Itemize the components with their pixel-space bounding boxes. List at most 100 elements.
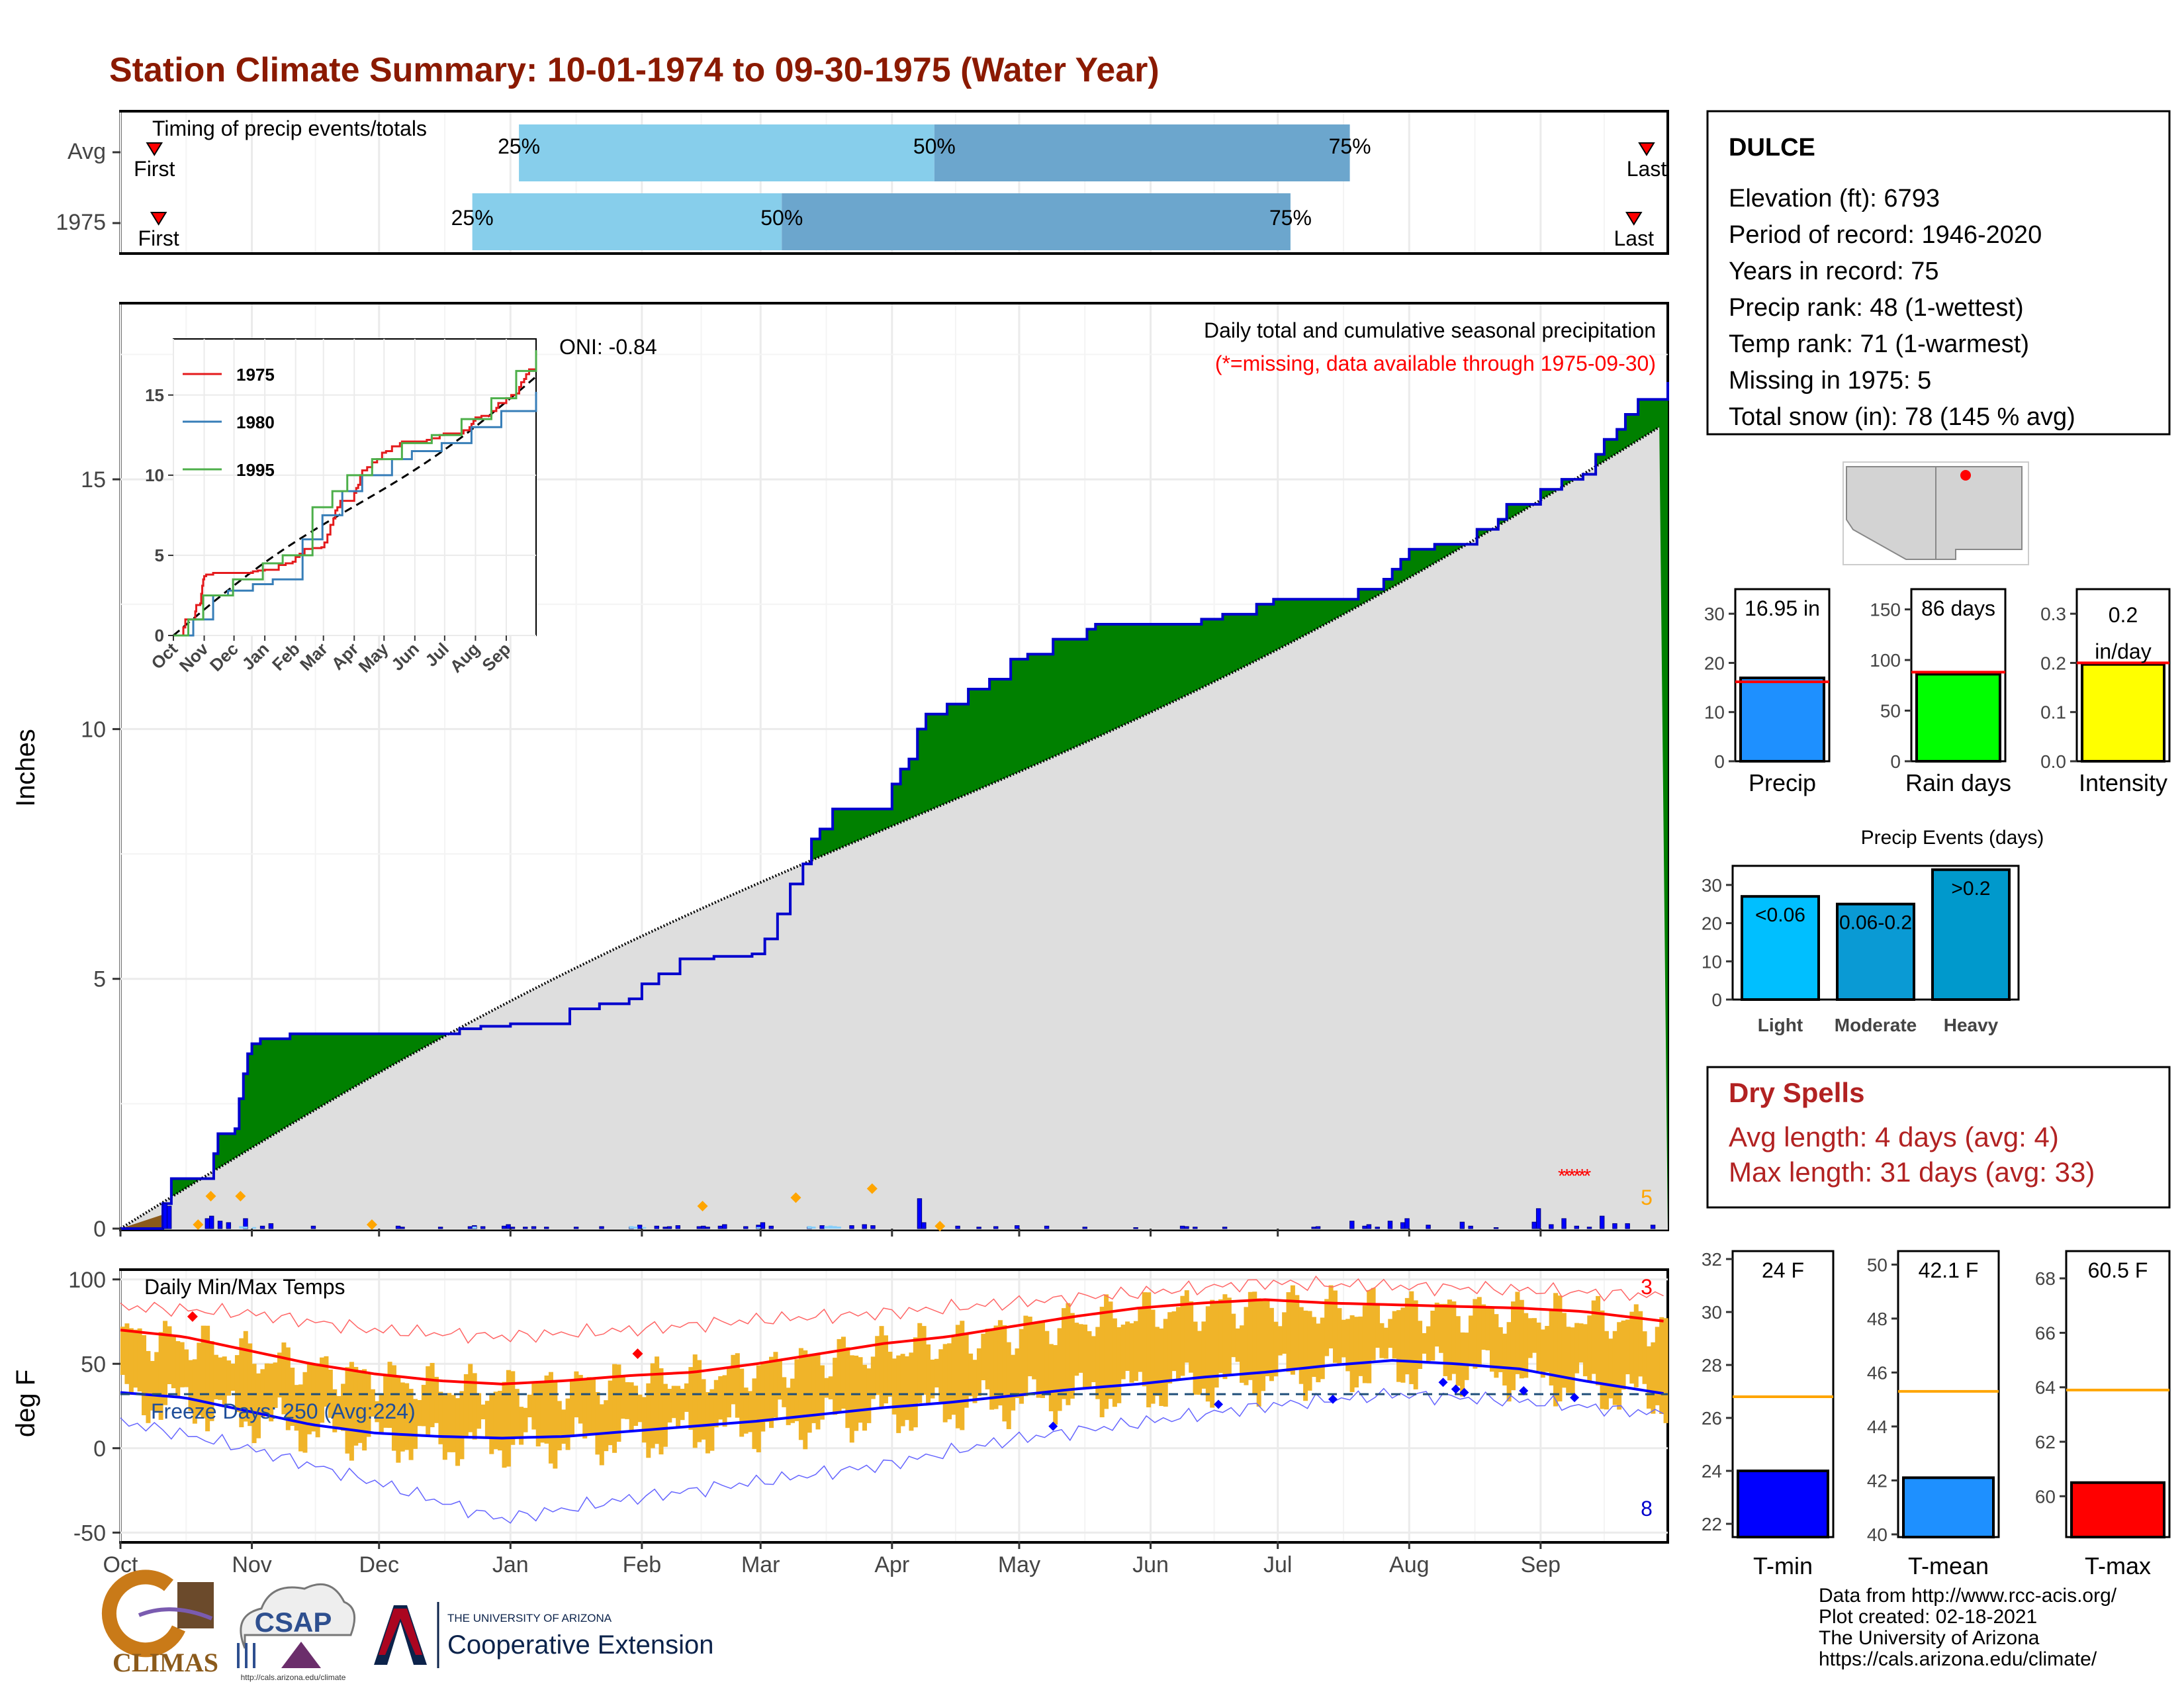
precip-daily-bar	[1468, 1225, 1473, 1229]
daily-temp-range-bar	[1252, 1291, 1257, 1395]
mini-chart-value-bar	[2081, 663, 2165, 763]
precip-daily-bar	[162, 1203, 167, 1229]
daily-temp-range-bar	[1447, 1299, 1452, 1381]
daily-temp-range-bar	[480, 1404, 486, 1420]
daily-temp-range-bar	[396, 1376, 401, 1463]
inset-ytick-label: 15	[145, 385, 164, 405]
mini-chart-ytick-label: 28	[1702, 1355, 1722, 1376]
precip-ytick-label: 15	[81, 467, 106, 492]
daily-temp-range-bar	[1240, 1325, 1245, 1383]
daily-temp-range-bar	[1108, 1301, 1113, 1399]
daily-temp-range-bar	[205, 1325, 210, 1432]
daily-temp-range-bar	[1485, 1308, 1490, 1350]
precip-daily-light-bar	[251, 1227, 256, 1229]
rain-days-value-label: 86 days	[1921, 596, 1995, 620]
daily-temp-range-bar	[905, 1356, 910, 1421]
daily-temp-range-bar	[1277, 1326, 1283, 1356]
intensity-unit-label: in/day	[2095, 639, 2151, 663]
daily-temp-range-bar	[201, 1325, 206, 1419]
inset-legend-1975: 1975	[236, 365, 275, 385]
daily-temp-range-bar	[269, 1364, 274, 1422]
snow-day-marker	[697, 1201, 708, 1212]
daily-temp-range-bar	[1218, 1299, 1224, 1374]
timing-bar-q50-q75	[934, 124, 1350, 181]
record-low-line	[120, 1387, 1664, 1524]
precip-daily-bar	[1315, 1226, 1321, 1229]
daily-temp-range-bar	[1231, 1313, 1236, 1358]
daily-temp-range-bar	[1150, 1309, 1156, 1404]
timing-p25-label: 25%	[451, 206, 494, 230]
intensity-value-label: 0.2	[2109, 603, 2138, 627]
daily-temp-range-bar	[726, 1367, 731, 1418]
daily-temp-range-bar	[671, 1385, 676, 1419]
daily-temp-range-bar	[260, 1369, 265, 1418]
daily-temp-range-bar	[128, 1328, 134, 1395]
daily-temp-range-bar	[1129, 1323, 1134, 1383]
precip-daily-bar	[573, 1227, 579, 1229]
daily-temp-range-bar	[1510, 1301, 1516, 1391]
daily-temp-range-bar	[574, 1371, 579, 1418]
record-low-marker	[1451, 1384, 1461, 1394]
new-mexico-shape	[1935, 466, 2023, 560]
daily-temp-range-bar	[1015, 1348, 1020, 1398]
daily-temp-range-bar	[1019, 1329, 1024, 1404]
precip-event-bar	[1931, 868, 2011, 1002]
precip-daily-bar	[849, 1225, 854, 1229]
mini-chart-ytick-label: 0.3	[2040, 604, 2066, 624]
month-axis-label: Apr	[874, 1552, 909, 1577]
page-title: Station Climate Summary: 10-01-1974 to 0…	[109, 51, 1160, 89]
daily-temp-range-bar	[404, 1383, 410, 1450]
daily-temp-range-bar	[527, 1394, 532, 1418]
daily-temp-range-bar	[1083, 1324, 1088, 1389]
timing-bar-q25-q50	[472, 193, 782, 250]
precip-daily-bar	[675, 1225, 681, 1229]
precip-daily-bar	[819, 1225, 825, 1229]
daily-temp-range-bar	[146, 1350, 151, 1423]
daily-temp-range-bar	[523, 1407, 528, 1432]
daily-temp-range-bar	[858, 1357, 863, 1423]
month-axis-label: Mar	[741, 1552, 780, 1577]
daily-temp-range-bar	[1439, 1303, 1444, 1353]
daily-temp-range-bar	[1358, 1316, 1363, 1376]
precip-daily-bar	[870, 1225, 876, 1229]
missing-day-mark: *	[1578, 1166, 1586, 1188]
daily-temp-range-bar	[1146, 1292, 1152, 1408]
freeze-days-label: Freeze Days: 250 (Avg:224)	[151, 1399, 416, 1423]
precip-avg-area	[120, 427, 1668, 1229]
daily-temp-range-bar	[960, 1321, 965, 1430]
daily-temp-range-bar	[828, 1376, 833, 1399]
daily-temp-range-bar	[1298, 1307, 1304, 1384]
normal-max-line	[120, 1298, 1664, 1385]
station-location-marker	[1960, 470, 1971, 481]
timing-first-marker	[146, 142, 163, 156]
daily-temp-range-bar	[514, 1389, 520, 1439]
daily-temp-range-bar	[655, 1356, 660, 1444]
month-axis-label: Aug	[1389, 1552, 1430, 1577]
daily-temp-range-bar	[985, 1329, 990, 1389]
daily-temp-range-bar	[1210, 1299, 1215, 1408]
daily-temp-range-bar	[578, 1375, 583, 1424]
credit-line-1: Data from http://www.rcc-acis.org/	[1819, 1585, 2117, 1607]
precip-chart-title: Daily total and cumulative seasonal prec…	[1204, 318, 1656, 342]
mini-chart-ytick-label: 50	[1880, 701, 1901, 722]
daily-temp-range-bar	[1040, 1322, 1045, 1398]
daily-temp-range-bar	[1388, 1319, 1393, 1348]
daily-temp-range-bar	[955, 1325, 960, 1429]
daily-temp-range-bar	[1638, 1311, 1643, 1377]
mini-chart-ytick-label: 46	[1867, 1362, 1888, 1383]
timing-p50-label: 50%	[913, 134, 956, 158]
daily-temp-range-bar	[1375, 1304, 1381, 1348]
daily-temp-range-bar	[1316, 1323, 1321, 1383]
temp-chart-title: Daily Min/Max Temps	[144, 1275, 345, 1299]
daily-temp-range-bar	[1295, 1295, 1300, 1369]
station-years: Years in record: 75	[1729, 258, 1939, 285]
precip-daily-bar	[1082, 1227, 1087, 1229]
mini-chart-xlabel: Rain days	[1905, 769, 2011, 796]
daily-temp-range-bar	[947, 1343, 952, 1420]
daily-temp-range-bar	[790, 1378, 796, 1423]
inset-1995-line	[173, 350, 537, 637]
daily-temp-range-bar	[938, 1349, 944, 1402]
mini-chart-ytick-label: 22	[1702, 1514, 1722, 1534]
daily-temp-range-bar	[455, 1398, 461, 1466]
precip-daily-bar	[768, 1225, 774, 1229]
